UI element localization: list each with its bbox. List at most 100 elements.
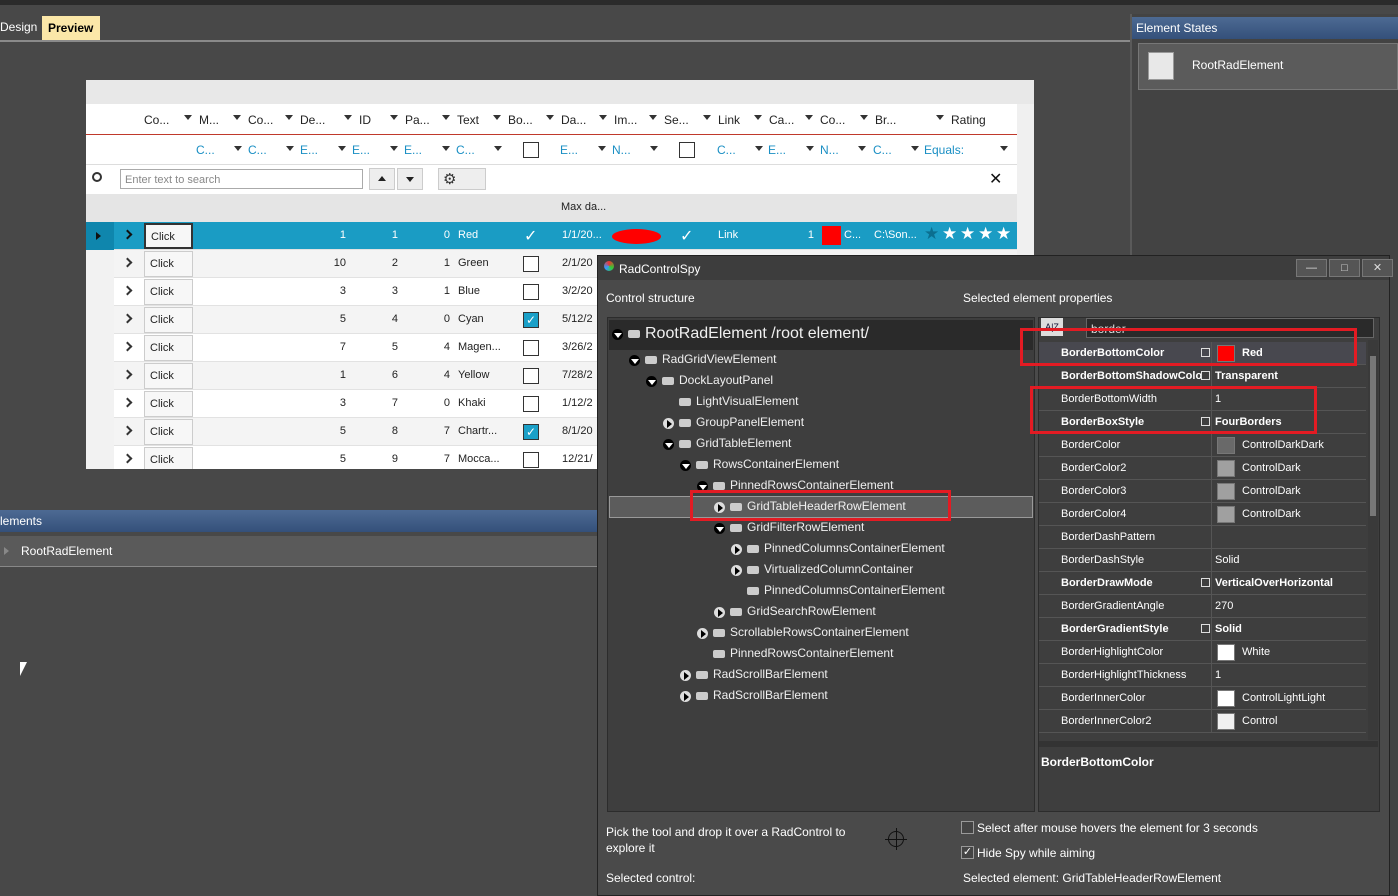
- tree-icon: [713, 482, 725, 490]
- arrow-icon: [285, 115, 293, 120]
- arrow-icon: [648, 380, 656, 385]
- property-value: ControlDark: [1242, 462, 1301, 474]
- property-row: [1039, 641, 1366, 664]
- cell: 1: [443, 285, 450, 297]
- color-swatch: [1217, 506, 1235, 523]
- cell: Link: [718, 229, 739, 241]
- arrow-icon: [494, 146, 502, 151]
- command-button: Click: [144, 335, 193, 361]
- cell: Mocca...: [458, 453, 500, 465]
- arrow-icon: [378, 176, 386, 181]
- arrow-icon: [718, 609, 723, 617]
- grid-row: [86, 222, 1017, 250]
- grid-top: [86, 80, 1034, 104]
- arrow-icon: [805, 115, 813, 120]
- tree-label: RadGridViewElement: [662, 352, 777, 366]
- arrow-icon: [598, 146, 606, 151]
- tab: Design: [0, 20, 38, 34]
- tree-root-row: [609, 320, 1033, 350]
- property-value: ControlLightLight: [1242, 692, 1326, 704]
- row-indicator: [86, 390, 114, 418]
- tree-label: PinnedColumnsContainerElement: [764, 541, 945, 555]
- cell: Khaki: [458, 397, 486, 409]
- property-name: BorderDashPattern: [1061, 531, 1156, 543]
- property-value: 270: [1215, 600, 1234, 612]
- scrollbar-thumb: [1370, 356, 1376, 516]
- arrow-icon: [233, 115, 241, 120]
- checkbox: [523, 256, 539, 272]
- cell: 7: [443, 425, 450, 437]
- property-row: [1039, 664, 1366, 687]
- cell: 7: [391, 397, 398, 409]
- property-name: BorderHighlightThickness: [1061, 669, 1187, 681]
- tree-expander: [680, 670, 691, 681]
- arrow-icon: [649, 115, 657, 120]
- tree-label: GridTableHeaderRowElement: [747, 499, 906, 513]
- window-button: —: [1296, 259, 1327, 277]
- checkbox: [523, 396, 539, 412]
- property-value: FourBorders: [1215, 416, 1282, 428]
- panel-title: lements: [0, 514, 43, 528]
- command-button: Click: [144, 363, 193, 389]
- modified-icon: [1201, 348, 1210, 357]
- command-button: Click: [144, 419, 193, 445]
- rating-star: ★: [978, 224, 994, 243]
- app-icon: [604, 261, 614, 271]
- color-swatch: [1217, 713, 1235, 730]
- filter-cell: E...: [352, 143, 371, 157]
- property-row: [1039, 480, 1366, 503]
- property-name: BorderInnerColor2: [1061, 715, 1152, 727]
- column-header: Ca...: [769, 113, 795, 127]
- filter-cell: C...: [456, 143, 475, 157]
- tree-icon: [730, 608, 742, 616]
- property-divider: [1211, 664, 1212, 687]
- property-divider: [1211, 457, 1212, 480]
- tree-icon: [679, 440, 691, 448]
- cell: Green: [458, 257, 489, 269]
- property-row: [1039, 572, 1366, 595]
- tree-icon: [645, 356, 657, 364]
- checkbox: ✓: [523, 424, 539, 440]
- elements-item: [0, 536, 597, 567]
- color-swatch: [1217, 644, 1235, 661]
- search-icon: [92, 172, 102, 182]
- cell: Chartr...: [458, 425, 498, 437]
- cell: 3/2/20: [562, 285, 593, 297]
- property-row: [1039, 457, 1366, 480]
- arrow-icon: [442, 115, 450, 120]
- option-label: Hide Spy while aiming: [977, 846, 1096, 860]
- cell: 8/1/20: [562, 425, 593, 437]
- property-divider: [1211, 526, 1212, 549]
- property-value: ControlDark: [1242, 508, 1301, 520]
- scrollbar: [1368, 340, 1378, 740]
- cell: 7: [339, 341, 346, 353]
- section-title: Selected element properties: [963, 291, 1113, 305]
- filter-cell: C...: [873, 143, 892, 157]
- tree-label: RadScrollBarElement: [713, 688, 828, 702]
- property-value: ControlDarkDark: [1242, 439, 1324, 451]
- cell: 0: [443, 397, 450, 409]
- property-row: [1039, 618, 1366, 641]
- tree-icon: [679, 398, 691, 406]
- selected-control: Selected control:: [606, 871, 696, 885]
- cell: 3: [391, 285, 398, 297]
- property-name: BorderDrawMode: [1061, 577, 1153, 589]
- column-header: Co...: [820, 113, 846, 127]
- cell: 4: [443, 369, 450, 381]
- checkbox: [523, 284, 539, 300]
- arrow-icon: [718, 504, 723, 512]
- filter-row-line: [86, 164, 1017, 165]
- column-header: Da...: [561, 113, 587, 127]
- tree-icon: [747, 545, 759, 553]
- cell: 0: [443, 313, 450, 325]
- property-value: VerticalOverHorizontal: [1215, 577, 1333, 589]
- command-button: Click: [144, 251, 193, 277]
- element-state-label: RootRadElement: [1192, 58, 1284, 72]
- tree-icon: [696, 692, 708, 700]
- property-name: BorderDashStyle: [1061, 554, 1145, 566]
- cell: 2/1/20: [562, 257, 593, 269]
- tab: Preview: [42, 16, 100, 40]
- cell: 1: [339, 369, 346, 381]
- tree-icon: [747, 566, 759, 574]
- cell: 1: [807, 229, 814, 241]
